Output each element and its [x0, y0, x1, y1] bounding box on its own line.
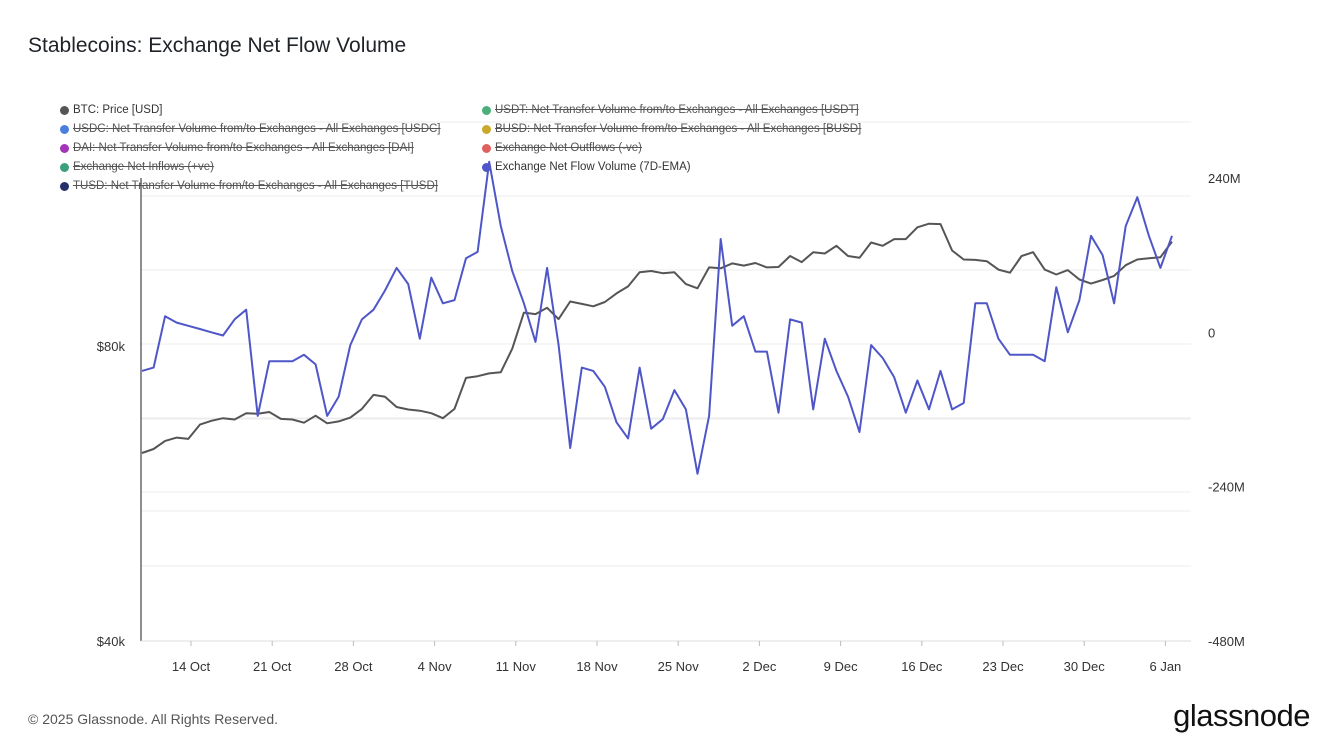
legend-color-dot: [60, 105, 69, 115]
btc-price-line: [141, 222, 1173, 454]
legend-item[interactable]: Exchange Net Inflows (+ve): [60, 161, 214, 173]
legend-label: Exchange Net Flow Volume (7D-EMA): [495, 161, 691, 173]
x-axis-tick-label: 4 Nov: [418, 659, 452, 674]
x-axis-tick-label: 30 Dec: [1064, 659, 1106, 674]
left-axis-tick-label: $40k: [97, 634, 126, 649]
x-axis-tick-label: 18 Nov: [576, 659, 618, 674]
legend-label: BUSD: Net Transfer Volume from/to Exchan…: [495, 123, 862, 135]
net-flow-ema-line: [141, 160, 1173, 475]
legend-item[interactable]: USDT: Net Transfer Volume from/to Exchan…: [482, 104, 859, 116]
x-axis-tick-label: 14 Oct: [172, 659, 211, 674]
legend-color-dot: [60, 124, 69, 134]
legend-color-dot: [60, 162, 69, 172]
left-axis-tick-label: $80k: [97, 339, 126, 354]
legend-label: USDC: Net Transfer Volume from/to Exchan…: [73, 123, 441, 135]
x-axis-tick-label: 25 Nov: [658, 659, 700, 674]
glassnode-logo: glassnode: [1173, 698, 1310, 733]
grid-lines: [141, 121, 1191, 567]
x-axis-tick-label: 2 Dec: [742, 659, 776, 674]
right-axis-tick-label: 240M: [1208, 171, 1241, 186]
legend-item[interactable]: BTC: Price [USD]: [60, 104, 162, 116]
legend-label: USDT: Net Transfer Volume from/to Exchan…: [495, 104, 859, 116]
legend-color-dot: [482, 162, 491, 172]
legend-color-dot: [60, 181, 69, 191]
legend-item[interactable]: Exchange Net Flow Volume (7D-EMA): [482, 161, 691, 173]
legend-label: Exchange Net Outflows (-ve): [495, 142, 643, 154]
copyright-footer: © 2025 Glassnode. All Rights Reserved.: [28, 711, 279, 727]
x-axis-tick-label: 11 Nov: [496, 659, 537, 674]
chart-title: Stablecoins: Exchange Net Flow Volume: [28, 34, 407, 57]
x-axis-tick-label: 21 Oct: [253, 659, 292, 674]
legend-label: DAI: Net Transfer Volume from/to Exchang…: [73, 142, 414, 154]
legend-item[interactable]: BUSD: Net Transfer Volume from/to Exchan…: [482, 123, 861, 135]
legend-color-dot: [482, 105, 491, 115]
legend-label: TUSD: Net Transfer Volume from/to Exchan…: [73, 180, 438, 192]
right-axis-tick-label: 0: [1208, 325, 1215, 340]
legend-item[interactable]: USDC: Net Transfer Volume from/to Exchan…: [60, 123, 441, 135]
x-axis-tick-label: 9 Dec: [824, 659, 858, 674]
legend-item[interactable]: Exchange Net Outflows (-ve): [482, 142, 642, 154]
legend-label: Exchange Net Inflows (+ve): [73, 161, 214, 173]
legend-item[interactable]: DAI: Net Transfer Volume from/to Exchang…: [60, 142, 414, 154]
legend-label: BTC: Price [USD]: [73, 104, 163, 116]
legend-color-dot: [482, 143, 491, 153]
x-axis-tick-label: 16 Dec: [901, 659, 943, 674]
x-axis-tick-label: 23 Dec: [982, 659, 1024, 674]
left-axis-ticks: $80k $40k: [97, 339, 126, 649]
series-lines: [141, 160, 1173, 475]
x-axis-tick-label: 6 Jan: [1149, 659, 1181, 674]
legend-item[interactable]: TUSD: Net Transfer Volume from/to Exchan…: [60, 180, 438, 192]
axes: [140, 178, 1191, 642]
legend-color-dot: [60, 143, 69, 153]
x-axis-tick-label: 28 Oct: [334, 659, 373, 674]
legend-color-dot: [482, 124, 491, 134]
right-axis-tick-label: -240M: [1208, 480, 1245, 495]
x-axis-ticks: 14 Oct 21 Oct 28 Oct 4 Nov 11 Nov 18 Nov 25 No…: [172, 641, 1181, 674]
right-axis-ticks: 240M 0 -240M -480M: [1208, 171, 1245, 649]
right-axis-tick-label: -480M: [1208, 634, 1245, 649]
